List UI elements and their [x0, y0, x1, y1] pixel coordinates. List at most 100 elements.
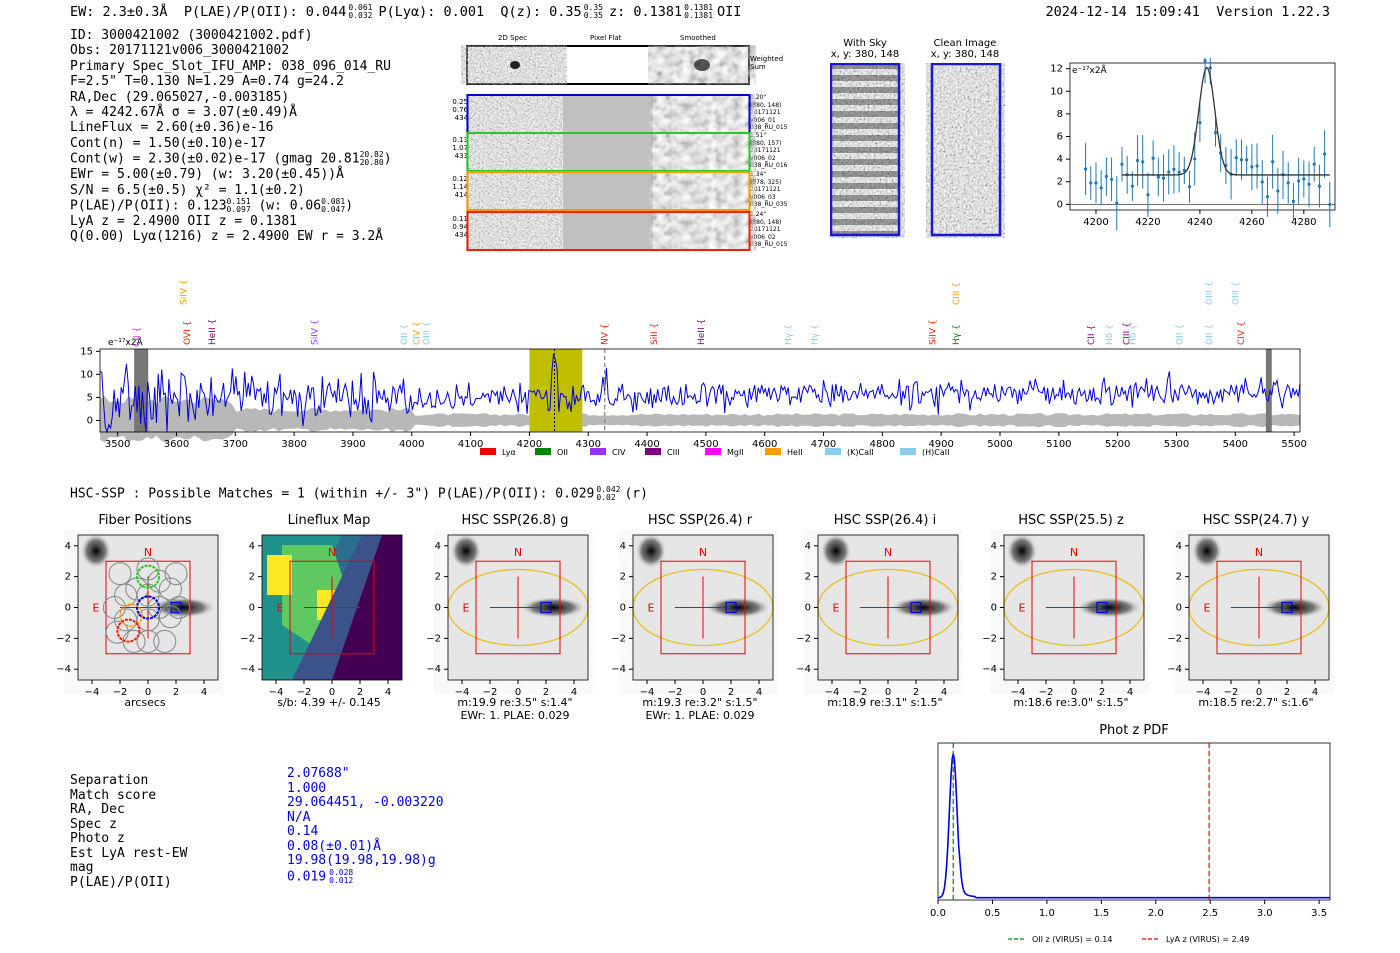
info-lambda: λ = 4242.67Å σ = 3.07(±0.49)Å — [70, 105, 297, 121]
search-box — [289, 560, 375, 655]
panel-ytick: −4 — [240, 664, 255, 675]
panel-image: N E −4 −4 −2 −2 0 0 2 2 4 4 — [240, 534, 403, 698]
spec-line-label: CIV { — [1237, 321, 1247, 345]
sky-images — [830, 63, 1002, 237]
cutout-row-right-3: 1.24" (380, 148) 20171121 v006_02 038_RU_015 — [750, 211, 788, 248]
panel-xtick: −2 — [853, 687, 868, 698]
zoom-ytick: 4 — [1057, 154, 1063, 165]
galaxy — [1075, 596, 1143, 619]
spec-line-label: Hδ { — [1105, 324, 1115, 345]
photz-legend-oii: OII z (VIRUS) = 0.14 — [1032, 935, 1112, 944]
photz-frame — [937, 742, 1331, 901]
panel-xtick: −4 — [455, 687, 470, 698]
match-value: 0.019 0.028 0.012 — [287, 867, 354, 885]
zoom-point — [1250, 165, 1254, 169]
panel-ytick: 0 — [991, 603, 997, 614]
spec-line-label: OII { — [1205, 324, 1215, 345]
cutout-row-left-3: 0.11 0.94 434 — [452, 215, 468, 239]
hsc-title: HSC-SSP : Possible Matches = 1 (within +… — [70, 485, 648, 502]
panel-ytick: −4 — [796, 664, 811, 675]
fiber-orange — [119, 603, 143, 627]
match-label: P(LAE)/P(OII) — [70, 874, 172, 890]
spectrum-frame — [99, 348, 1301, 433]
spectrum-line — [99, 353, 1301, 434]
panel-subtitle: m:18.5 re:2.7" s:1.6" — [1198, 696, 1314, 709]
panel-ytick: −2 — [611, 633, 626, 644]
spectrum-xtick: 4700 — [811, 439, 836, 450]
panel-ytick: −4 — [56, 664, 71, 675]
match-value: 1.000 — [287, 780, 327, 796]
spectrum-xtick: 5100 — [1046, 439, 1071, 450]
fiber-circle — [102, 596, 126, 619]
east-label: E — [277, 602, 284, 615]
panel-xtick: 0 — [515, 687, 521, 698]
panel-ytick: 2 — [435, 572, 441, 583]
fiber-circle — [164, 562, 188, 586]
zoom-fit-line — [1121, 66, 1330, 176]
panel-xtick: 4 — [756, 687, 762, 698]
match-value: 29.064451, -0.003220 — [287, 795, 444, 810]
panel-ytick: 2 — [1176, 572, 1182, 583]
legend-swatch — [590, 448, 606, 455]
panel-ytick: 2 — [991, 572, 997, 583]
zoom-ylabel: e⁻¹⁷x2Å — [1072, 64, 1108, 76]
north-label: N — [1070, 546, 1078, 559]
panel-title: HSC SSP(26.4) r — [647, 513, 753, 528]
bright-star — [450, 533, 482, 569]
north-label: N — [1255, 546, 1263, 559]
panel-ytick: −2 — [56, 633, 71, 644]
col-pixelflat: Pixel Flat — [590, 34, 622, 42]
info-q: Q(0.00) Lyα(1216) z = 2.4900 EW r = 3.2Å — [70, 229, 384, 245]
zoom-point — [1094, 181, 1098, 185]
match-value: 2.07688" — [287, 766, 350, 781]
legend-swatch — [535, 448, 551, 455]
panel-xtick: 2 — [728, 687, 734, 698]
match-box — [1281, 601, 1293, 614]
legend-label: (K)CaII — [847, 448, 874, 457]
spectrum-ytick: 0 — [87, 415, 93, 426]
zoom-point — [1234, 156, 1238, 160]
legend-label: OII — [557, 448, 568, 457]
spec-line-label: SiIV { — [180, 279, 190, 305]
north-label: N — [514, 546, 522, 559]
panel-xtick: 2 — [357, 687, 363, 698]
panel-ytick: −4 — [982, 664, 997, 675]
panel-ytick: 0 — [435, 603, 441, 614]
match-value: 19.98(19.98,19.98)g — [287, 853, 436, 868]
panel-xtick: 2 — [1284, 687, 1290, 698]
panel-ytick: −2 — [1167, 633, 1182, 644]
panel-ytick: −2 — [426, 633, 441, 644]
info-radec: RA,Dec (29.065027,-0.003185) — [70, 89, 290, 105]
legend-swatch — [705, 448, 721, 455]
spec-line-label: OIII { — [422, 321, 432, 345]
zoom-xtick: 4240 — [1187, 217, 1212, 228]
spec-line-label: Hγ { — [811, 324, 821, 345]
panel-ytick: −4 — [426, 664, 441, 675]
col-smoothed: Smoothed — [680, 34, 716, 42]
cutout-row-right-1: 1.51" (380, 157) 20171121 v006_02 038_RU_016 — [750, 132, 788, 169]
panel-title: HSC SSP(25.5) z — [1018, 513, 1124, 528]
zoom-xtick: 4200 — [1083, 217, 1108, 228]
zoom-point — [1130, 184, 1134, 188]
spectrum-xtick: 3900 — [340, 439, 365, 450]
panel-xtick: 0 — [1071, 687, 1077, 698]
search-box — [475, 560, 561, 655]
info-obs: Obs: 20171121v006_3000421002 — [70, 43, 290, 59]
bright-star — [635, 533, 667, 569]
panel-xtick: −4 — [1196, 687, 1211, 698]
zoom-point — [1089, 181, 1093, 185]
panel-ytick: 4 — [805, 541, 811, 552]
panel-title: Lineflux Map — [287, 513, 371, 528]
panel-image: N E −4 −4 −2 −2 0 0 2 2 4 4 — [1167, 533, 1330, 698]
spec-line-label: CII { — [1087, 325, 1097, 345]
weighted-spot — [510, 61, 520, 69]
spectrum-ytick: 15 — [80, 346, 93, 357]
zoom-point — [1083, 167, 1088, 171]
zoom-point — [1193, 157, 1197, 161]
spec-line-label: Hγ { — [784, 324, 794, 345]
photz-xtick: 3.5 — [1311, 908, 1327, 919]
zoom-point — [1260, 180, 1264, 184]
legend-swatch — [825, 448, 841, 455]
zoom-ytick: 0 — [1057, 199, 1063, 210]
spec-line-label: CIII { — [952, 282, 962, 305]
